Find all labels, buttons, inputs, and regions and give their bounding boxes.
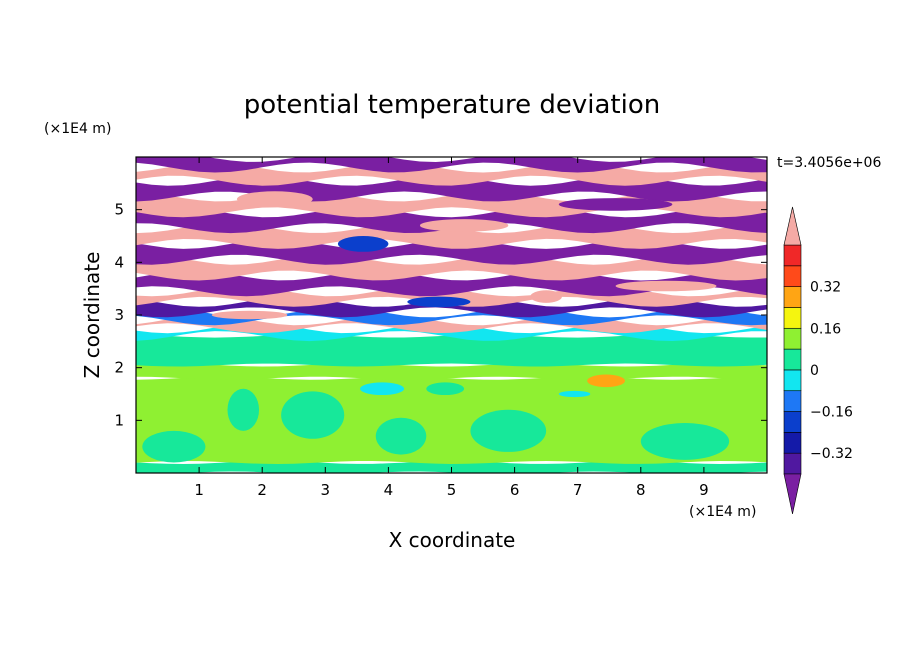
x-tick-label: 4	[384, 481, 394, 499]
colorbar-tick-label: 0.16	[810, 321, 841, 337]
contour-feature	[375, 417, 427, 455]
x-axis: 1 2 3 4 5 6 7 8 9	[194, 157, 709, 499]
colorbar-segment	[783, 452, 802, 475]
colorbar-segment	[783, 390, 802, 412]
colorbar-segment	[783, 369, 802, 392]
x-tick-label: 1	[194, 481, 204, 499]
colorbar-segment	[783, 348, 802, 371]
contour-feature	[640, 422, 730, 460]
contour-band	[136, 307, 767, 326]
contour-feature	[360, 382, 405, 396]
contour-feature	[530, 290, 562, 303]
y-tick-label: 2	[114, 359, 124, 377]
y-tick-label: 1	[114, 411, 124, 429]
x-tick-label: 9	[699, 481, 709, 499]
time-label: t=3.4056e+06	[777, 155, 881, 171]
colorbar-segment	[783, 265, 802, 287]
colorbar-segment	[783, 432, 802, 454]
x-unit-label: (×1E4 m)	[689, 504, 756, 520]
contour-feature	[615, 280, 717, 292]
colorbar-tick-label: −0.16	[810, 405, 853, 421]
y-tick-label: 5	[114, 201, 124, 219]
contour-feature	[236, 191, 313, 208]
colorbar-segment	[783, 307, 802, 329]
contour-feature	[558, 390, 591, 398]
contour-band	[136, 270, 767, 297]
colorbar-tick-label: −0.32	[810, 446, 853, 462]
contour-feature	[470, 409, 547, 452]
x-axis-label: X coordinate	[389, 528, 516, 552]
x-tick-label: 5	[447, 481, 457, 499]
colorbar-segment	[783, 411, 802, 433]
contour-feature	[227, 388, 260, 431]
colorbar-min-arrow	[783, 473, 802, 515]
contour-feature	[337, 236, 389, 252]
y-tick-label: 3	[114, 306, 124, 324]
y-tick-label: 4	[114, 253, 124, 271]
colorbar-segment	[783, 286, 802, 308]
contour-feature	[419, 219, 509, 232]
x-tick-label: 7	[573, 481, 583, 499]
x-tick-label: 2	[257, 481, 267, 499]
contour-feature	[558, 198, 673, 211]
y-axis: 1 2 3 4 5	[114, 201, 767, 429]
colorbar-tick-label: 0.32	[810, 280, 841, 296]
colorbar-segment	[783, 327, 802, 350]
contour-feature	[587, 374, 626, 388]
contour-feature	[426, 382, 465, 396]
colorbar-segment	[783, 244, 802, 267]
x-tick-label: 8	[636, 481, 646, 499]
colorbar-tick-label: 0	[810, 363, 819, 379]
y-axis-label: Z coordinate	[80, 252, 104, 379]
colorbar: 0.32 0.16 0 −0.16 −0.32	[783, 206, 853, 515]
contour-feature	[407, 296, 471, 308]
y-unit-label: (×1E4 m)	[44, 121, 111, 137]
x-tick-label: 3	[321, 481, 331, 499]
chart-title: potential temperature deviation	[244, 90, 660, 120]
contour-feature	[211, 310, 288, 320]
contour-feature	[142, 430, 206, 463]
colorbar-max-arrow	[783, 206, 802, 246]
contour-feature	[281, 391, 345, 439]
contour-band	[136, 363, 767, 380]
contour-band	[136, 157, 767, 173]
x-tick-label: 6	[510, 481, 520, 499]
contour-band	[136, 334, 767, 367]
plot-area	[136, 157, 767, 473]
